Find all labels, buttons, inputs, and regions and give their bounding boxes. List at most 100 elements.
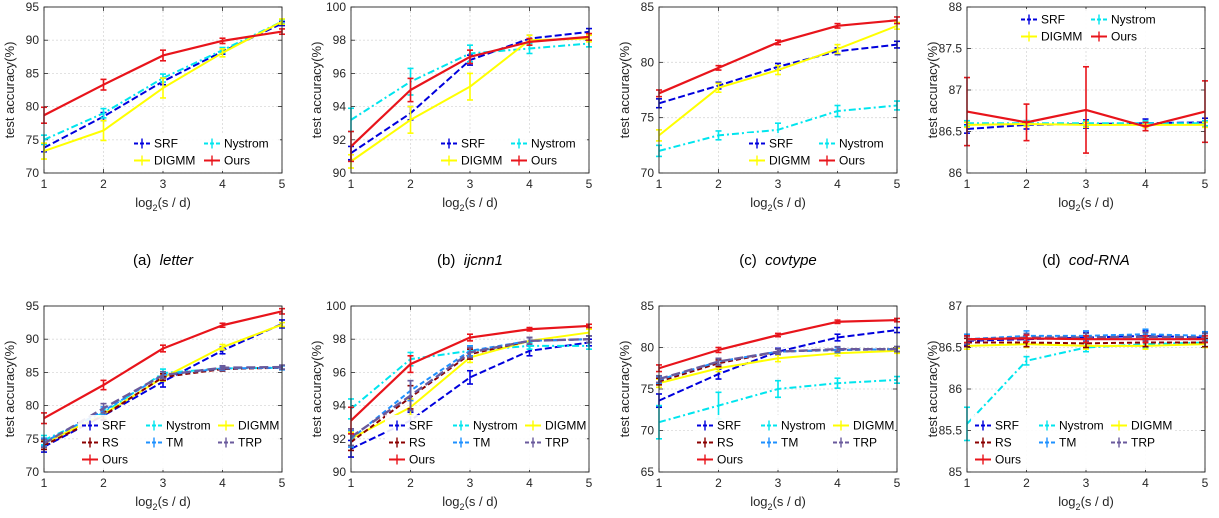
axes-frame — [43, 6, 283, 174]
legend-item-trp: TRP — [833, 436, 877, 450]
y-tick-label: 85 — [641, 0, 655, 14]
legend-label: Nystrom — [781, 419, 826, 433]
y-tick-label: 75 — [641, 382, 655, 396]
legend-label: TM — [166, 436, 183, 450]
error-bar — [1142, 121, 1149, 132]
y-tick-label: 87 — [949, 83, 963, 97]
subfigure-caption: (d) cod-RNA — [1042, 252, 1130, 269]
error-bar — [100, 107, 107, 119]
series-ours — [41, 28, 285, 124]
error-bar — [219, 37, 226, 45]
x-tick-label: 2 — [100, 177, 107, 191]
y-tick-label: 90 — [333, 465, 347, 479]
legend-label: Ours — [409, 453, 435, 467]
legend-label: DIGMM — [1131, 419, 1172, 433]
y-tick-label: 88 — [949, 0, 963, 14]
legend-label: SRF — [154, 137, 178, 151]
error-bar — [834, 345, 841, 353]
legend: SRF Nystrom DIGMM Ours — [1017, 9, 1167, 47]
legend-item-digmm: DIGMM — [833, 419, 894, 433]
legend-item-srf: SRF — [1021, 13, 1065, 27]
x-tick-label: 4 — [219, 177, 226, 191]
y-axis-label: test accuracy(%) — [925, 341, 940, 438]
y-tick-label: 85.5 — [939, 424, 963, 438]
legend: SRF Nystrom DIGMM Ours — [745, 133, 895, 171]
chart-panel-6: 1 2 3 4 5 90 92 94 96 98 100 log2(s / d) test accura… — [309, 299, 593, 512]
legend-label: DIGMM — [1041, 30, 1082, 44]
legend-item-digmm: DIGMM — [749, 154, 810, 168]
error-bar — [1023, 334, 1030, 343]
chart-panel-1: 1 2 3 4 5 70 75 80 85 90 95 log2(s / d) test accurac… — [2, 0, 286, 269]
x-tick-label: 1 — [348, 476, 355, 490]
error-bar — [775, 379, 781, 399]
axes-frame — [966, 6, 1206, 174]
legend-label: Ours — [717, 453, 743, 467]
x-tick-label: 5 — [1202, 476, 1209, 490]
legend-label: Nystrom — [531, 137, 576, 151]
legend-label: DIGMM — [238, 419, 279, 433]
axes-frame — [350, 6, 590, 174]
caption-label: (b) — [437, 252, 455, 269]
y-axis-label: test accuracy(%) — [925, 42, 940, 139]
legend-item-digmm: DIGMM — [525, 419, 586, 433]
y-tick-label: 100 — [326, 299, 346, 313]
legend-label: Nystrom — [1111, 13, 1156, 27]
x-tick-label: 1 — [41, 177, 48, 191]
legend-item-nystrom: Nystrom — [819, 137, 884, 151]
legend-label: SRF — [717, 419, 741, 433]
legend-item-srf: SRF — [975, 419, 1019, 433]
y-tick-label: 98 — [333, 33, 347, 47]
subfigure-caption: (a) letter — [133, 252, 194, 269]
legend-item-rs: RS — [389, 436, 426, 450]
series-line-nystrom — [43, 20, 283, 141]
subfigure-caption: (c) covtype — [739, 252, 817, 269]
legend-item-digmm: DIGMM — [1111, 419, 1172, 433]
y-axis-label: test accuracy(%) — [617, 42, 632, 139]
y-tick-label: 70 — [26, 166, 40, 180]
legend-item-ours: Ours — [204, 154, 250, 168]
error-bar — [407, 105, 414, 134]
error-bar — [407, 354, 414, 374]
axes-frame — [350, 305, 590, 473]
caption-label: (c) — [739, 252, 757, 269]
error-bar — [834, 104, 841, 118]
error-bar — [526, 37, 533, 46]
y-tick-label: 96 — [333, 365, 347, 379]
series-trp — [656, 345, 900, 384]
error-bar — [715, 82, 722, 94]
x-tick-label: 3 — [775, 177, 782, 191]
caption-name: covtype — [765, 252, 817, 269]
error-bar — [834, 22, 841, 29]
error-bar — [715, 130, 722, 141]
error-bar — [160, 370, 166, 380]
error-bar — [834, 319, 841, 325]
y-tick-label: 92 — [333, 133, 347, 147]
series-ours — [656, 16, 900, 98]
legend-label: RS — [717, 436, 734, 450]
y-tick-label: 80 — [641, 341, 655, 355]
x-tick-label: 1 — [964, 476, 971, 490]
x-tick-label: 4 — [1142, 177, 1149, 191]
legend-item-nystrom: Nystrom — [1091, 13, 1156, 27]
legend-label: TRP — [238, 436, 262, 450]
legend-item-nystrom: Nystrom — [511, 137, 576, 151]
error-bar — [1023, 103, 1030, 142]
x-tick-label: 5 — [894, 476, 901, 490]
legend-item-rs: RS — [697, 436, 734, 450]
y-tick-label: 70 — [641, 166, 655, 180]
error-bar — [775, 64, 781, 76]
y-tick-label: 87 — [949, 299, 963, 313]
caption-label: (a) — [133, 252, 151, 269]
caption-name: letter — [160, 252, 194, 269]
error-bar — [1083, 65, 1089, 154]
legend-label: Nystrom — [839, 137, 884, 151]
axes-frame — [658, 305, 898, 473]
error-bar — [467, 346, 473, 359]
x-tick-label: 1 — [964, 177, 971, 191]
legend-label: Ours — [224, 154, 250, 168]
series-line-srf — [658, 329, 898, 402]
x-tick-label: 3 — [467, 476, 474, 490]
x-tick-label: 2 — [715, 476, 722, 490]
x-tick-label: 4 — [834, 177, 841, 191]
error-bar — [834, 333, 841, 342]
